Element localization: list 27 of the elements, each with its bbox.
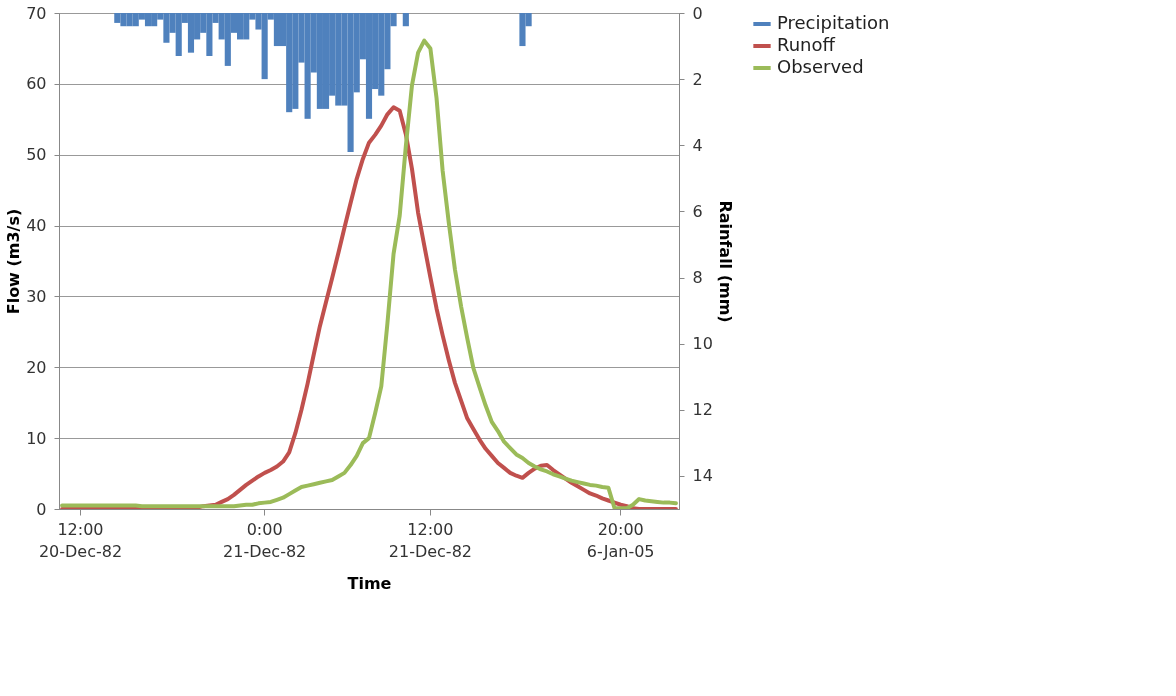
y-tick-label: 0: [36, 499, 47, 519]
y-tick-label: 20: [26, 357, 47, 377]
y-tick-label: 40: [26, 216, 47, 236]
x-tick-label: 12:00 21-Dec-82: [388, 519, 472, 561]
y-axis-title: Flow (m3/s): [4, 208, 24, 315]
y2-tick-label: 10: [692, 334, 713, 354]
x-tick-label: 20:00 6-Jan-05: [586, 519, 655, 561]
legend-label: Observed: [777, 56, 864, 77]
bar: [402, 13, 409, 27]
y-tick-label: 50: [26, 145, 47, 165]
legend-label: Runoff: [777, 34, 836, 55]
y2-tick-label: 14: [692, 466, 713, 486]
y2-tick-label: 12: [692, 400, 713, 420]
y2-tick-label: 8: [692, 268, 703, 288]
y2-tick-label: 4: [692, 135, 703, 155]
y2-tick-label: 6: [692, 201, 703, 221]
legend-label: Precipitation: [777, 12, 890, 33]
y-tick-label: 30: [26, 286, 47, 306]
x-tick-label: 0:00 21-Dec-82: [223, 519, 307, 561]
y-tick-label: 70: [26, 3, 47, 23]
y-tick-label: 10: [26, 428, 47, 448]
x-tick-label: 12:00 20-Dec-82: [38, 519, 123, 561]
y-tick-label: 60: [26, 74, 47, 94]
y2-tick-label: 0: [692, 3, 703, 23]
x-axis-title: Time: [347, 573, 392, 593]
y2-axis-title: Rainfall (mm): [715, 200, 735, 323]
y2-tick-label: 2: [692, 69, 703, 89]
